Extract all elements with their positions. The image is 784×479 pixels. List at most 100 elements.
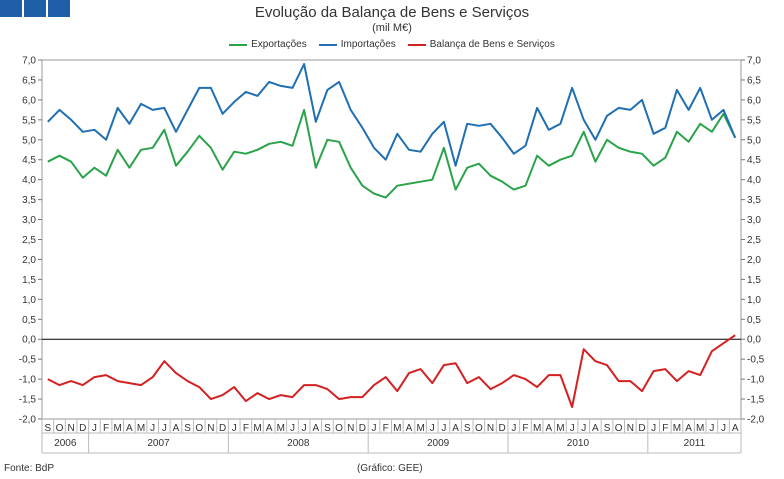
month-label: A	[545, 423, 552, 434]
plot-frame	[41, 59, 742, 420]
legend-label-imports: Importações	[340, 39, 396, 50]
y-tick-label-right: -0,5	[747, 355, 765, 366]
y-tick-label-left: 4,5	[22, 155, 36, 166]
series-line-balance	[47, 334, 736, 408]
month-label: M	[416, 423, 424, 434]
month-label: J	[162, 423, 167, 434]
y-tick-label-left: 5,0	[22, 135, 36, 146]
month-label: O	[335, 423, 343, 434]
source-note: Fonte: BdP	[4, 463, 55, 474]
month-label: F	[243, 423, 249, 434]
y-tick-label-right: 5,0	[747, 135, 761, 146]
month-label: S	[324, 423, 331, 434]
month-label: N	[627, 423, 634, 434]
legend-item-balance: Balança de Bens e Serviços	[407, 39, 555, 50]
month-label: J	[581, 423, 586, 434]
month-label: M	[696, 423, 704, 434]
month-label: A	[592, 423, 599, 434]
year-label: 2009	[427, 438, 450, 449]
y-tick-label-left: 3,0	[22, 215, 36, 226]
y-tick-label-right: 0,5	[747, 315, 761, 326]
month-label: O	[56, 423, 64, 434]
month-label: M	[556, 423, 564, 434]
month-label: D	[499, 423, 506, 434]
month-label: A	[312, 423, 319, 434]
y-tick-label-right: 0,0	[747, 335, 761, 346]
series-line-imports	[47, 63, 737, 167]
brand-block	[0, 0, 22, 17]
month-label: O	[195, 423, 203, 434]
month-label: A	[173, 423, 180, 434]
month-label: N	[487, 423, 494, 434]
legend-item-imports: Importações	[318, 39, 396, 50]
month-label: J	[709, 423, 714, 434]
month-label: N	[207, 423, 214, 434]
month-label: O	[615, 423, 623, 434]
month-label: F	[103, 423, 109, 434]
y-tick-label-right: 6,5	[747, 75, 761, 86]
y-tick-label-left: 4,0	[22, 175, 36, 186]
y-tick-label-left: -0,5	[19, 355, 37, 366]
year-label: 2010	[567, 438, 590, 449]
y-tick-label-left: -1,0	[19, 375, 37, 386]
month-label: J	[92, 423, 97, 434]
y-tick-label-left: 2,5	[22, 235, 36, 246]
month-label: D	[79, 423, 86, 434]
y-tick-label-right: 2,5	[747, 235, 761, 246]
chart-unit: (mil M€)	[372, 22, 412, 34]
legend-swatch-exports	[229, 43, 248, 46]
y-tick-label-right: 4,5	[747, 155, 761, 166]
graphic-credit: (Gráfico: GEE)	[357, 463, 423, 474]
y-tick-label-right: 1,0	[747, 295, 761, 306]
y-tick-label-left: 3,5	[22, 195, 36, 206]
year-label: 2011	[684, 438, 706, 449]
y-tick-label-left: 5,5	[22, 115, 36, 126]
brand-block	[24, 0, 46, 17]
y-tick-label-left: -2,0	[19, 415, 37, 426]
month-label: J	[430, 423, 435, 434]
month-label: F	[383, 423, 389, 434]
month-label: D	[219, 423, 226, 434]
month-label: M	[114, 423, 122, 434]
year-label: 2006	[54, 438, 77, 449]
legend-label-balance: Balança de Bens e Serviços	[429, 39, 555, 50]
y-tick-label-right: -1,5	[747, 395, 765, 406]
y-tick-label-left: 2,0	[22, 255, 36, 266]
y-tick-label-right: 1,5	[747, 275, 761, 286]
month-label: F	[522, 423, 528, 434]
y-tick-label-right: -1,0	[747, 375, 765, 386]
legend-swatch-imports	[318, 43, 337, 46]
y-tick-label-right: 4,0	[747, 175, 761, 186]
brand-blocks	[0, 0, 70, 17]
month-label: J	[302, 423, 307, 434]
month-label: J	[511, 423, 516, 434]
month-label: J	[441, 423, 446, 434]
month-label: M	[277, 423, 285, 434]
month-label: N	[347, 423, 354, 434]
month-label: J	[372, 423, 377, 434]
month-label: A	[452, 423, 459, 434]
legend-swatch-balance	[407, 43, 426, 46]
month-label: M	[253, 423, 261, 434]
y-tick-label-right: 3,0	[747, 215, 761, 226]
month-label: M	[393, 423, 401, 434]
month-label: A	[266, 423, 273, 434]
y-tick-label-left: 6,5	[22, 75, 36, 86]
year-label: 2007	[147, 438, 170, 449]
legend-label-exports: Exportações	[251, 39, 307, 50]
y-tick-label-right: 5,5	[747, 115, 761, 126]
y-tick-label-left: 1,5	[22, 275, 36, 286]
month-label: J	[721, 423, 726, 434]
month-label: S	[184, 423, 191, 434]
month-label: A	[732, 423, 739, 434]
y-tick-label-right: -2,0	[747, 415, 765, 426]
month-label: A	[685, 423, 692, 434]
y-tick-label-left: 0,5	[22, 315, 36, 326]
year-label: 2008	[287, 438, 310, 449]
series-line-exports	[47, 108, 737, 199]
month-label: A	[406, 423, 413, 434]
month-label: M	[533, 423, 541, 434]
y-tick-label-left: 0,0	[22, 335, 36, 346]
y-tick-label-right: 7,0	[747, 56, 761, 67]
